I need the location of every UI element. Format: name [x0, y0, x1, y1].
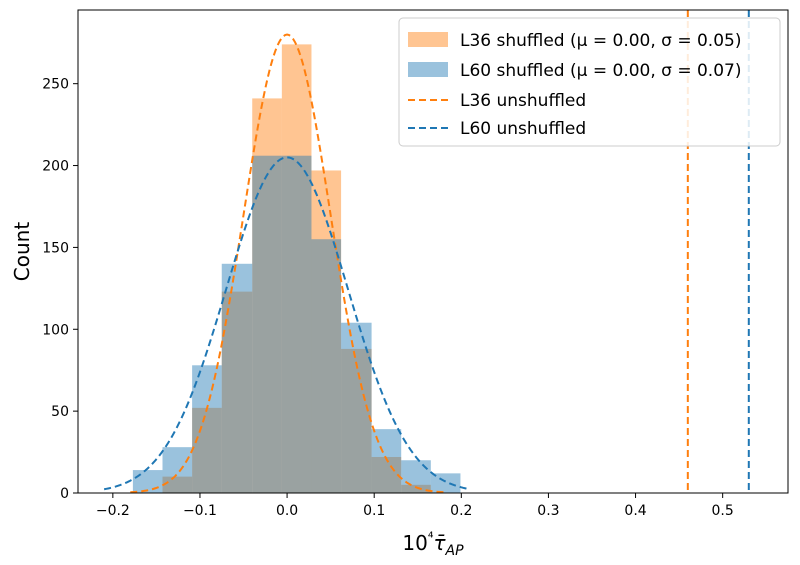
x-tick-label: −0.1 — [183, 503, 217, 519]
y-tick-label: 0 — [60, 486, 69, 502]
legend-swatch — [408, 32, 448, 47]
x-tick-label: 0.2 — [450, 503, 472, 519]
legend-frame — [398, 17, 781, 147]
x-tick-label: 0.5 — [712, 503, 734, 519]
hist-bar — [192, 365, 222, 493]
legend-label: L60 shuffled (μ = 0.00, σ = 0.07) — [460, 61, 741, 81]
hist-series-0 — [162, 44, 431, 494]
hist-bar — [132, 470, 163, 493]
y-tick-label: 100 — [42, 322, 69, 338]
legend-label: L60 unshuffled — [460, 119, 586, 139]
hist-bar — [252, 155, 282, 494]
hist-bar — [341, 348, 372, 493]
hist-bar — [221, 291, 253, 493]
fit-curve-1 — [103, 156, 471, 491]
hist-bar — [311, 239, 342, 493]
legend-label: L36 shuffled (μ = 0.00, σ = 0.05) — [460, 31, 741, 51]
x-axis-title: 10⁴τ̄AP — [402, 530, 464, 559]
axes-frame — [77, 9, 789, 494]
hist-bar — [401, 484, 431, 493]
hist-bar — [430, 473, 461, 493]
y-tick-label: 200 — [42, 159, 69, 175]
x-tick-label: 0.1 — [363, 503, 385, 519]
y-tick-label: 50 — [51, 404, 69, 420]
hist-bar — [281, 155, 312, 494]
hist-bar — [311, 170, 342, 494]
x-tick-label: 0.0 — [276, 503, 298, 519]
y-tick-label: 150 — [42, 240, 69, 256]
plot-area — [103, 10, 750, 494]
hist-bar — [281, 44, 312, 493]
fit-curve-0 — [130, 33, 444, 494]
x-axis: −0.2 −0.1 0.0 0.1 0.2 0.3 0.4 0.5 — [96, 493, 734, 519]
hist-bar — [162, 476, 193, 493]
x-tick-label: 0.4 — [624, 503, 646, 519]
y-axis: 0 50 100 150 200 250 — [42, 77, 78, 502]
hist-bar — [221, 263, 253, 493]
y-tick-label: 250 — [42, 77, 69, 93]
x-tick-label: 0.3 — [537, 503, 559, 519]
hist-bar — [371, 456, 402, 493]
hist-series-1 — [132, 155, 461, 494]
legend-swatch — [408, 62, 448, 77]
hist-bar — [252, 98, 282, 493]
x-tick-label: −0.2 — [96, 503, 130, 519]
y-axis-title: Count — [10, 222, 34, 282]
legend: L36 shuffled (μ = 0.00, σ = 0.05) L60 shu… — [398, 17, 781, 147]
hist-bar — [192, 407, 222, 493]
legend-label: L36 unshuffled — [460, 91, 586, 111]
hist-bar — [162, 447, 193, 493]
